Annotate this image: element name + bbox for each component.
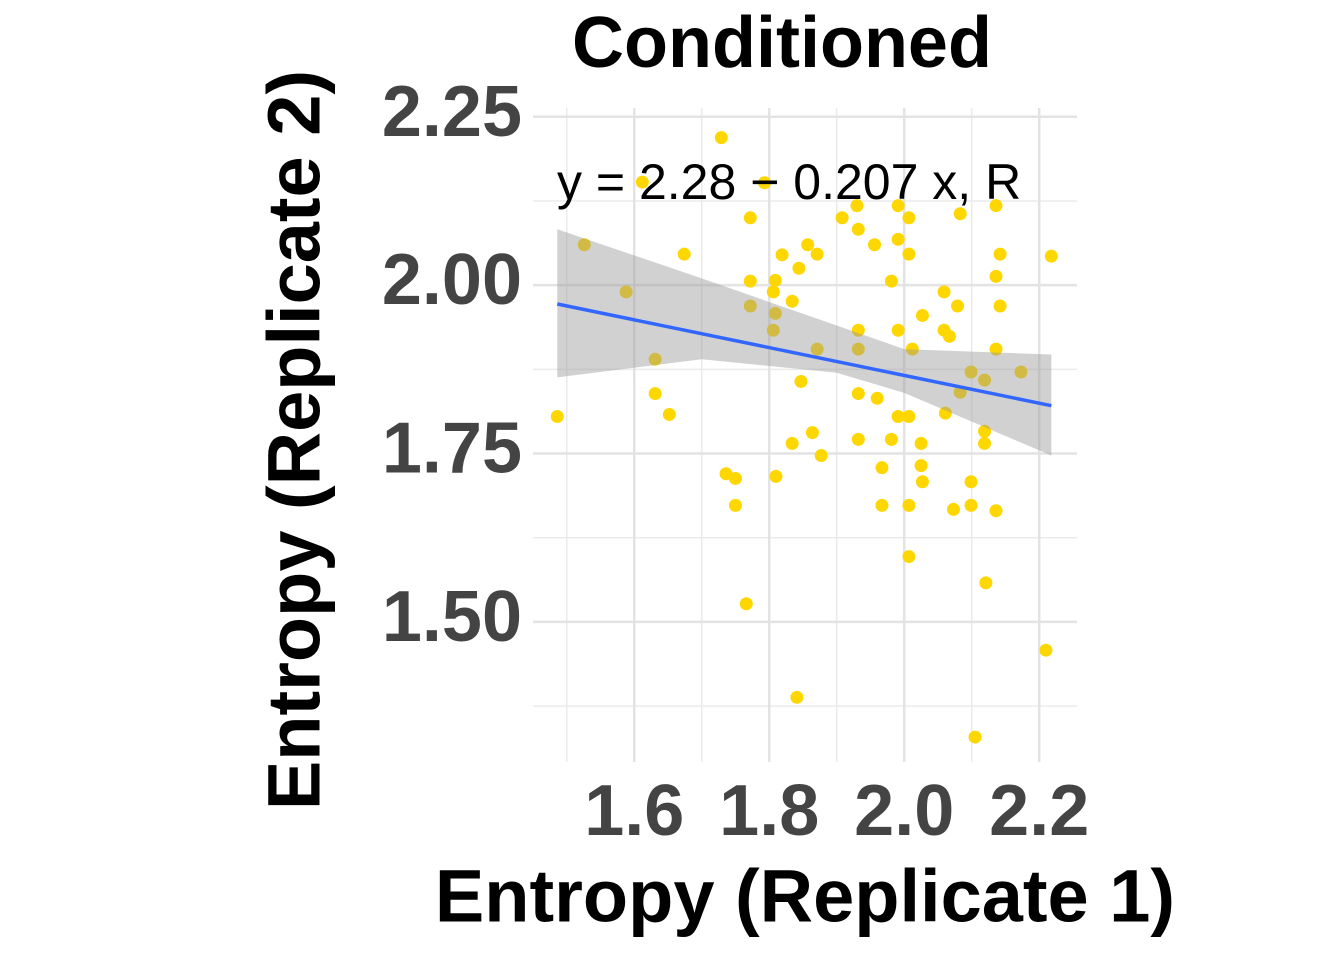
point	[891, 232, 905, 246]
point	[775, 248, 789, 262]
point	[993, 299, 1007, 313]
point	[577, 238, 591, 252]
point	[758, 176, 772, 190]
point	[968, 730, 982, 744]
point	[905, 342, 919, 356]
point	[635, 175, 649, 189]
point	[728, 498, 742, 512]
point	[964, 498, 978, 512]
point	[942, 329, 956, 343]
y-axis-label: Entropy (Replicate 2)	[253, 70, 336, 810]
chart-title: Conditioned	[572, 3, 992, 83]
point	[875, 498, 889, 512]
annotation: y = 2.28 − 0.207 x, R	[557, 154, 1021, 210]
x-tick-label: 2.0	[854, 771, 954, 851]
point	[810, 247, 824, 261]
y-tick-label: 2.25	[382, 72, 522, 152]
point	[902, 211, 916, 225]
point	[619, 285, 633, 299]
point	[739, 597, 753, 611]
point	[648, 387, 662, 401]
point	[850, 199, 864, 213]
point	[891, 323, 905, 337]
point	[851, 387, 865, 401]
point	[743, 211, 757, 225]
point	[870, 391, 884, 405]
point	[914, 436, 928, 450]
point	[790, 690, 804, 704]
regression-line	[556, 302, 1052, 408]
point	[662, 407, 676, 421]
point	[902, 550, 916, 564]
point	[851, 342, 865, 356]
point	[768, 273, 782, 287]
point	[891, 199, 905, 213]
point	[648, 352, 662, 366]
point	[902, 409, 916, 423]
point	[978, 373, 992, 387]
y-tick-label: 2.00	[382, 240, 522, 320]
point	[884, 274, 898, 288]
point	[989, 199, 1003, 213]
point	[902, 247, 916, 261]
point	[946, 502, 960, 516]
point	[868, 238, 882, 252]
point	[550, 409, 564, 423]
point	[851, 222, 865, 236]
point	[728, 471, 742, 485]
y-tick-label: 1.50	[382, 577, 522, 657]
point	[801, 238, 815, 252]
point	[794, 374, 808, 388]
point	[785, 436, 799, 450]
point	[937, 285, 951, 299]
x-tick-label: 1.8	[719, 771, 819, 851]
confidence-band	[557, 229, 1052, 456]
point	[914, 459, 928, 473]
point	[891, 409, 905, 423]
point	[769, 469, 783, 483]
x-tick-label: 2.2	[989, 771, 1089, 851]
point	[951, 299, 965, 313]
point	[835, 211, 849, 225]
point	[902, 498, 916, 512]
point	[875, 461, 889, 475]
point	[1014, 365, 1028, 379]
point	[938, 406, 952, 420]
point	[989, 342, 1003, 356]
point	[915, 308, 929, 322]
point	[743, 274, 757, 288]
plot-area: y = 2.28 − 0.207 x, R	[550, 131, 1058, 744]
point	[743, 299, 757, 313]
point	[884, 432, 898, 446]
point	[766, 323, 780, 337]
point	[953, 207, 967, 221]
point	[964, 365, 978, 379]
point	[979, 576, 993, 590]
point	[915, 475, 929, 489]
y-tick-label: 1.75	[382, 409, 522, 489]
point	[851, 323, 865, 337]
point	[768, 306, 782, 320]
point	[677, 247, 691, 261]
point	[785, 294, 799, 308]
point	[766, 285, 780, 299]
point	[993, 247, 1007, 261]
point	[810, 342, 824, 356]
point	[814, 449, 828, 463]
point	[978, 436, 992, 450]
point	[851, 432, 865, 446]
point	[989, 504, 1003, 518]
x-tick-label: 1.6	[584, 771, 684, 851]
point	[805, 426, 819, 440]
point	[964, 475, 978, 489]
point	[714, 131, 728, 145]
point	[1039, 643, 1053, 657]
x-axis-label: Entropy (Replicate 1)	[435, 855, 1175, 938]
point	[1044, 249, 1058, 263]
point	[978, 424, 992, 438]
point	[989, 269, 1003, 283]
point	[792, 261, 806, 275]
